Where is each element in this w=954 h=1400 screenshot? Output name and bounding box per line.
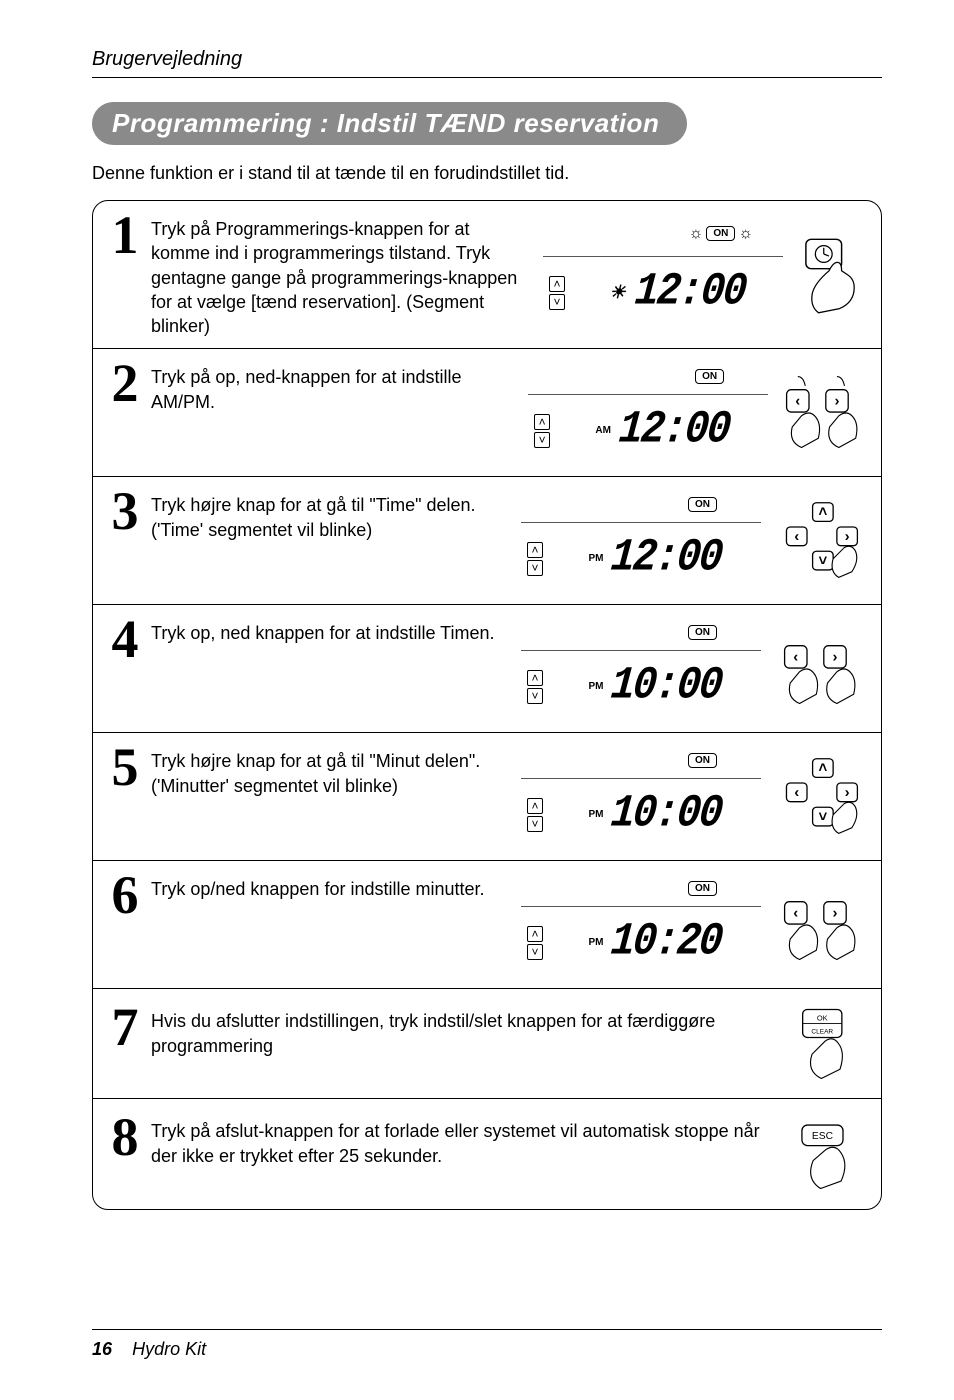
step-row: 2 Tryk på op, ned-knappen for at indstil… bbox=[93, 349, 881, 477]
page-footer: 16 Hydro Kit bbox=[92, 1339, 206, 1360]
up-down-right-press-icon: ˄ ‹ ˅ › bbox=[779, 499, 863, 583]
svg-text:›: › bbox=[845, 528, 850, 545]
lcd-up-icon: ˄ bbox=[527, 542, 543, 558]
lcd-up-icon: ˄ bbox=[527, 798, 543, 814]
clock-button-icon bbox=[787, 233, 871, 317]
lcd-time: 10:20 bbox=[609, 917, 724, 969]
svg-text:˅: ˅ bbox=[819, 552, 828, 569]
lcd-ampm: PM bbox=[588, 681, 603, 692]
left-right-press-icon: ‹ › bbox=[779, 883, 863, 967]
banner-title: Programmering : Indstil TÆND reservation bbox=[112, 108, 659, 138]
svg-text:˄: ˄ bbox=[819, 504, 828, 521]
lcd-display: ON ˄ ˅ PM 10:00 bbox=[511, 733, 771, 860]
on-badge: ON bbox=[688, 497, 717, 512]
svg-text:‹: ‹ bbox=[793, 905, 798, 922]
lcd-ampm: PM bbox=[588, 553, 603, 564]
lcd-display: ON ˄ ˅ PM 10:00 bbox=[511, 605, 771, 732]
svg-text:˄: ˄ bbox=[819, 760, 828, 777]
step-text: Tryk op, ned knappen for at indstille Ti… bbox=[151, 615, 505, 645]
step-text: Tryk på op, ned-knappen for at indstille… bbox=[151, 359, 516, 414]
page-number: 16 bbox=[92, 1339, 112, 1359]
lcd-time: 12:00 bbox=[632, 267, 747, 319]
svg-text:‹: ‹ bbox=[794, 784, 799, 801]
step-row: 4 Tryk op, ned knappen for at indstille … bbox=[93, 605, 881, 733]
step-number: 4 bbox=[105, 615, 145, 664]
sun-icon: ☼ bbox=[689, 225, 704, 243]
step-number: 5 bbox=[105, 743, 145, 792]
lcd-display: ON ˄ ˅ PM 12:00 bbox=[511, 477, 771, 604]
ok-label: OK bbox=[817, 1014, 828, 1023]
lcd-display: ON ˄ ˅ PM 10:20 bbox=[511, 861, 771, 988]
on-badge: ON bbox=[688, 753, 717, 768]
step-text: Tryk højre knap for at gå til "Minut del… bbox=[151, 743, 505, 798]
on-badge: ON bbox=[688, 625, 717, 640]
step-text: Hvis du afslutter indstillingen, tryk in… bbox=[151, 1003, 771, 1058]
lcd-up-icon: ˄ bbox=[534, 414, 550, 430]
lcd-up-icon: ˄ bbox=[527, 670, 543, 686]
clear-label: CLEAR bbox=[811, 1029, 833, 1036]
svg-text:‹: ‹ bbox=[794, 528, 799, 545]
step-text: Tryk på afslut-knappen for at forlade el… bbox=[151, 1113, 777, 1168]
on-badge: ON bbox=[706, 226, 735, 241]
product-name: Hydro Kit bbox=[132, 1339, 206, 1359]
lcd-down-icon: ˅ bbox=[527, 688, 543, 704]
svg-text:›: › bbox=[845, 784, 850, 801]
lcd-display: ON ˄ ˅ AM 12:00 bbox=[522, 349, 774, 476]
step-number: 1 bbox=[105, 211, 145, 260]
svg-text:˅: ˅ bbox=[819, 808, 828, 825]
svg-text:‹: ‹ bbox=[793, 649, 798, 666]
up-down-right-press-icon: ˄ ‹ ˅ › bbox=[779, 755, 863, 839]
step-row: 7 Hvis du afslutter indstillingen, tryk … bbox=[93, 989, 881, 1099]
on-badge: ON bbox=[695, 369, 724, 384]
left-right-press-icon: ‹ › bbox=[781, 371, 865, 455]
on-badge: ON bbox=[688, 881, 717, 896]
lcd-down-icon: ˅ bbox=[527, 816, 543, 832]
sun-prefix-icon: ☀ bbox=[609, 282, 624, 303]
svg-text:›: › bbox=[834, 393, 839, 410]
lcd-down-icon: ˅ bbox=[549, 294, 565, 310]
step-row: 1 Tryk på Programmerings-knappen for at … bbox=[93, 201, 881, 349]
svg-text:‹: ‹ bbox=[795, 393, 800, 410]
intro-text: Denne funktion er i stand til at tænde t… bbox=[92, 163, 882, 184]
step-row: 8 Tryk på afslut-knappen for at forlade … bbox=[93, 1099, 881, 1209]
lcd-down-icon: ˅ bbox=[534, 432, 550, 448]
step-number: 7 bbox=[105, 1003, 145, 1052]
manual-title: Brugervejledning bbox=[92, 48, 882, 71]
lcd-time: 10:00 bbox=[609, 661, 724, 713]
section-banner: Programmering : Indstil TÆND reservation bbox=[92, 102, 882, 145]
svg-text:›: › bbox=[833, 905, 838, 922]
left-right-press-icon: ‹ › bbox=[779, 627, 863, 711]
header-rule bbox=[92, 77, 882, 78]
step-row: 3 Tryk højre knap for at gå til "Time" d… bbox=[93, 477, 881, 605]
footer-rule bbox=[92, 1329, 882, 1330]
lcd-time: 12:00 bbox=[609, 533, 724, 585]
esc-label: ESC bbox=[812, 1132, 834, 1143]
lcd-down-icon: ˅ bbox=[527, 560, 543, 576]
step-row: 6 Tryk op/ned knappen for indstille minu… bbox=[93, 861, 881, 989]
step-row: 5 Tryk højre knap for at gå til "Minut d… bbox=[93, 733, 881, 861]
lcd-time: 12:00 bbox=[617, 405, 732, 457]
lcd-ampm: PM bbox=[588, 937, 603, 948]
svg-text:›: › bbox=[833, 649, 838, 666]
step-number: 8 bbox=[105, 1113, 145, 1162]
lcd-down-icon: ˅ bbox=[527, 944, 543, 960]
step-text: Tryk på Programmerings-knappen for at ko… bbox=[151, 211, 533, 338]
step-number: 3 bbox=[105, 487, 145, 536]
ok-clear-button-icon: OK CLEAR bbox=[784, 1002, 868, 1086]
step-number: 2 bbox=[105, 359, 145, 408]
esc-button-icon: ESC bbox=[787, 1112, 871, 1196]
sun-icon: ☼ bbox=[738, 225, 753, 243]
lcd-display: ☼ ON ☼ ˄ ˅ ☀ 12:00 bbox=[539, 201, 787, 348]
step-number: 6 bbox=[105, 871, 145, 920]
step-text: Tryk højre knap for at gå til "Time" del… bbox=[151, 487, 505, 542]
lcd-ampm: PM bbox=[588, 809, 603, 820]
steps-table: 1 Tryk på Programmerings-knappen for at … bbox=[92, 200, 882, 1210]
lcd-up-icon: ˄ bbox=[549, 276, 565, 292]
lcd-up-icon: ˄ bbox=[527, 926, 543, 942]
step-text: Tryk op/ned knappen for indstille minutt… bbox=[151, 871, 505, 901]
lcd-ampm: AM bbox=[595, 425, 611, 436]
lcd-time: 10:00 bbox=[609, 789, 724, 841]
